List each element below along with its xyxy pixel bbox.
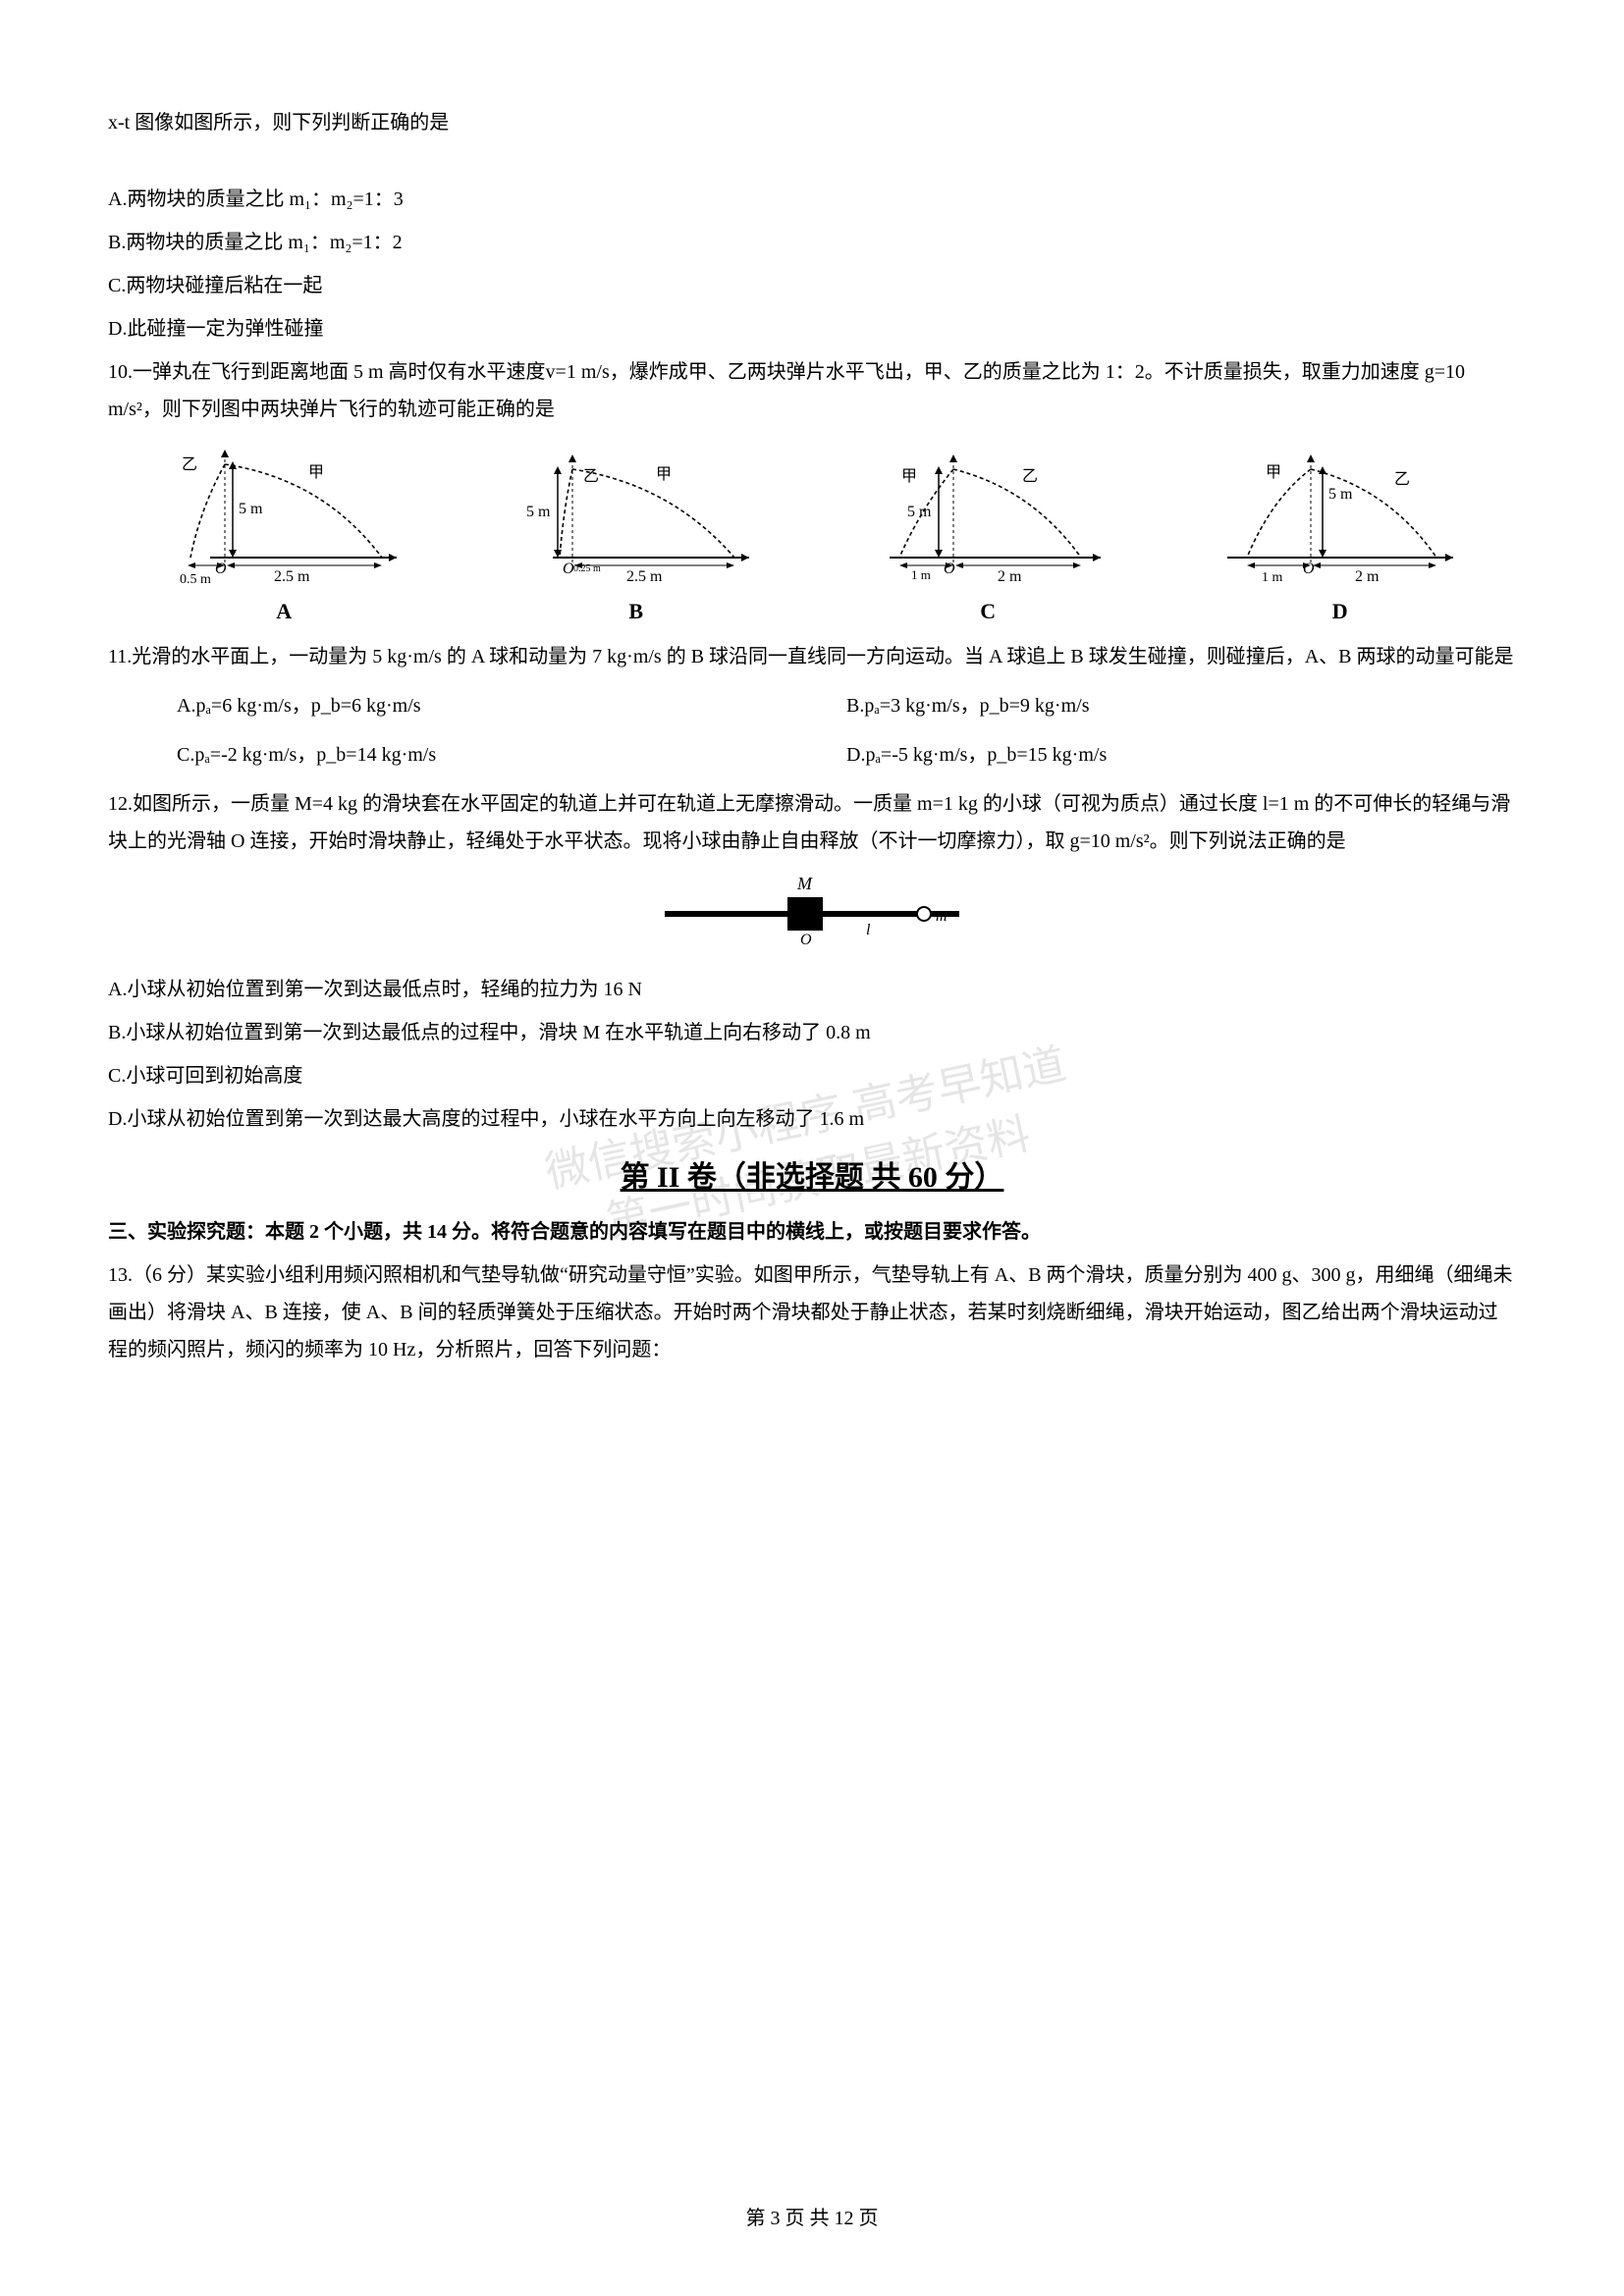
q10-diagram-c: 5 m 甲 乙 O 1 m 2 m C xyxy=(812,440,1164,632)
svg-text:甲: 甲 xyxy=(656,466,672,483)
svg-text:2 m: 2 m xyxy=(1355,568,1380,585)
svg-text:甲: 甲 xyxy=(1266,464,1281,481)
svg-text:1 m: 1 m xyxy=(1262,570,1283,585)
q10-label-b: B xyxy=(460,591,813,632)
q10-diagram-row: 5 m 乙 甲 O 0.5 m 2.5 m A xyxy=(108,440,1516,632)
q10a-h: 5 m xyxy=(239,501,263,517)
q10-stem: 10.一弹丸在飞行到距离地面 5 m 高时仅有水平速度v=1 m/s，爆炸成甲、… xyxy=(108,353,1516,428)
q12-o-label: O xyxy=(800,932,812,948)
svg-text:5 m: 5 m xyxy=(907,504,932,520)
q10a-rx: 2.5 m xyxy=(274,568,310,585)
svg-text:O: O xyxy=(944,561,955,577)
svg-text:乙: 乙 xyxy=(583,468,599,485)
q10a-right-name: 甲 xyxy=(308,464,324,481)
q11-opt-d: D.pₐ=-5 kg·m/s，p_b=15 kg·m/s xyxy=(846,736,1516,774)
svg-text:1 m: 1 m xyxy=(911,567,931,582)
q12-l-label: l xyxy=(866,922,871,938)
q12-stem: 12.如图所示，一质量 M=4 kg 的滑块套在水平固定的轨道上并可在轨道上无摩… xyxy=(108,785,1516,860)
svg-text:O: O xyxy=(1303,561,1315,577)
section-2-instruct: 三、实验探究题：本题 2 个小题，共 14 分。将符合题意的内容填写在题目中的横… xyxy=(108,1213,1516,1251)
q10-diagram-a: 5 m 乙 甲 O 0.5 m 2.5 m A xyxy=(108,440,460,632)
q11-opt-a: A.pₐ=6 kg·m/s，p_b=6 kg·m/s xyxy=(177,687,846,724)
q10-diagram-b: 5 m 乙 甲 O 0.25 m 2.5 m B xyxy=(460,440,813,632)
q12-opt-d: D.小球从初始位置到第一次到达最大高度的过程中，小球在水平方向上向左移动了 1.… xyxy=(108,1100,1516,1138)
svg-text:O: O xyxy=(215,561,227,577)
q12-opt-b: B.小球从初始位置到第一次到达最低点的过程中，滑块 M 在水平轨道上向右移动了 … xyxy=(108,1014,1516,1051)
svg-text:5 m: 5 m xyxy=(1328,486,1353,503)
svg-text:甲: 甲 xyxy=(901,468,917,485)
page-footer: 第 3 页 共 12 页 xyxy=(0,2200,1624,2237)
q9-opt-a: A.两物块的质量之比 m₁：m₂=1：3 xyxy=(108,181,1516,218)
q10a-left-name: 乙 xyxy=(182,456,197,473)
q10-label-a: A xyxy=(108,591,460,632)
q9-opt-c: C.两物块碰撞后粘在一起 xyxy=(108,267,1516,304)
q11-opt-b: B.pₐ=3 kg·m/s，p_b=9 kg·m/s xyxy=(846,687,1516,724)
q10-diagram-d: 5 m 甲 乙 O 1 m 2 m D xyxy=(1164,440,1517,632)
q11-stem: 11.光滑的水平面上，一动量为 5 kg·m/s 的 A 球和动量为 7 kg·… xyxy=(108,638,1516,675)
q10a-lx: 0.5 m xyxy=(180,572,211,587)
q10-label-c: C xyxy=(812,591,1164,632)
q12-figure: M O l m xyxy=(108,870,1516,961)
q9-opt-b: B.两物块的质量之比 m₁：m₂=1：2 xyxy=(108,224,1516,261)
q12-opt-c: C.小球可回到初始高度 xyxy=(108,1057,1516,1095)
q12-m-ball-label: m xyxy=(936,908,947,925)
q9-stem-tail: x-t 图像如图所示，则下列判断正确的是 xyxy=(108,104,1516,141)
svg-text:5 m: 5 m xyxy=(526,504,551,520)
q11-opt-c: C.pₐ=-2 kg·m/s，p_b=14 kg·m/s xyxy=(177,736,846,774)
svg-text:乙: 乙 xyxy=(1394,471,1410,488)
q12-m-label: M xyxy=(796,874,813,893)
svg-text:2.5 m: 2.5 m xyxy=(626,568,663,585)
svg-text:乙: 乙 xyxy=(1022,468,1038,485)
section-2-title: 第 II 卷（非选择题 共 60 分） xyxy=(108,1149,1516,1205)
svg-text:2 m: 2 m xyxy=(998,568,1022,585)
q13-stem: 13.（6 分）某实验小组利用频闪照相机和气垫导轨做“研究动量守恒”实验。如图甲… xyxy=(108,1256,1516,1368)
q10-label-d: D xyxy=(1164,591,1517,632)
q12-opt-a: A.小球从初始位置到第一次到达最低点时，轻绳的拉力为 16 N xyxy=(108,971,1516,1008)
q9-opt-d: D.此碰撞一定为弹性碰撞 xyxy=(108,310,1516,347)
